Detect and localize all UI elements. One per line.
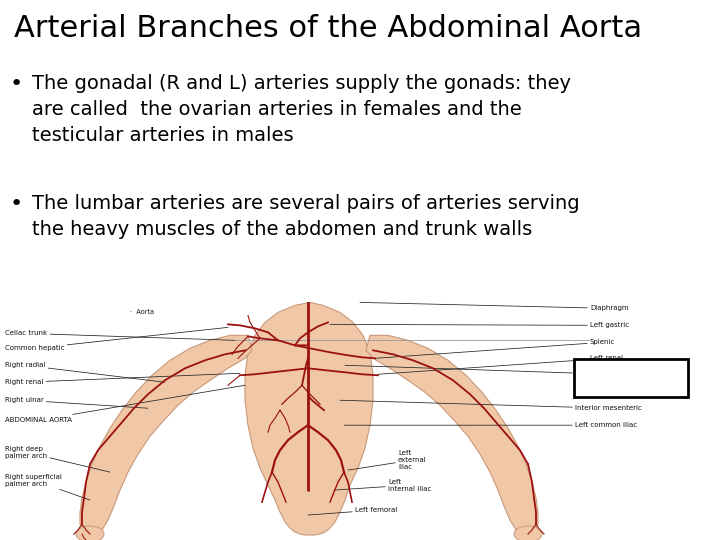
Text: Left
internal iliac: Left internal iliac — [334, 478, 431, 491]
Text: Interior mesenteric: Interior mesenteric — [340, 400, 642, 411]
Text: ABDOMINAL AORTA: ABDOMINAL AORTA — [5, 385, 245, 423]
Text: ·  Aorta: · Aorta — [130, 309, 154, 315]
Text: Celiac trunk: Celiac trunk — [5, 330, 235, 340]
Polygon shape — [80, 335, 252, 535]
Polygon shape — [366, 335, 538, 535]
Text: Splenic: Splenic — [375, 339, 616, 359]
Text: Common hepatic: Common hepatic — [5, 327, 228, 352]
Text: Arterial Branches of the Abdominal Aorta: Arterial Branches of the Abdominal Aorta — [14, 14, 642, 43]
Text: •: • — [10, 194, 23, 214]
Text: Left femoral: Left femoral — [308, 507, 397, 515]
Text: Right ulnar: Right ulnar — [5, 397, 148, 408]
Text: •: • — [10, 74, 23, 94]
Text: Left common iliac: Left common iliac — [344, 422, 637, 428]
Text: Left renal: Left renal — [378, 355, 623, 374]
Text: Left
external
iliac: Left external iliac — [348, 450, 427, 470]
Text: Right radial: Right radial — [5, 362, 165, 382]
Text: Right deep
palmer arch: Right deep palmer arch — [5, 446, 110, 472]
FancyBboxPatch shape — [574, 359, 688, 397]
Text: Superior mesenteric: Superior mesenteric — [345, 365, 646, 377]
Text: Left gastric: Left gastric — [330, 322, 629, 328]
Text: The lumbar arteries are several pairs of arteries serving
the heavy muscles of t: The lumbar arteries are several pairs of… — [32, 194, 580, 239]
Text: Right superficial
palmer arch: Right superficial palmer arch — [5, 474, 90, 500]
Ellipse shape — [514, 526, 542, 540]
Ellipse shape — [76, 526, 104, 540]
Polygon shape — [245, 302, 373, 535]
Text: The gonadal (R and L) arteries supply the gonads: they
are called  the ovarian a: The gonadal (R and L) arteries supply th… — [32, 74, 571, 145]
Text: Right renal: Right renal — [5, 373, 240, 385]
Text: Diaphragm: Diaphragm — [360, 302, 629, 312]
